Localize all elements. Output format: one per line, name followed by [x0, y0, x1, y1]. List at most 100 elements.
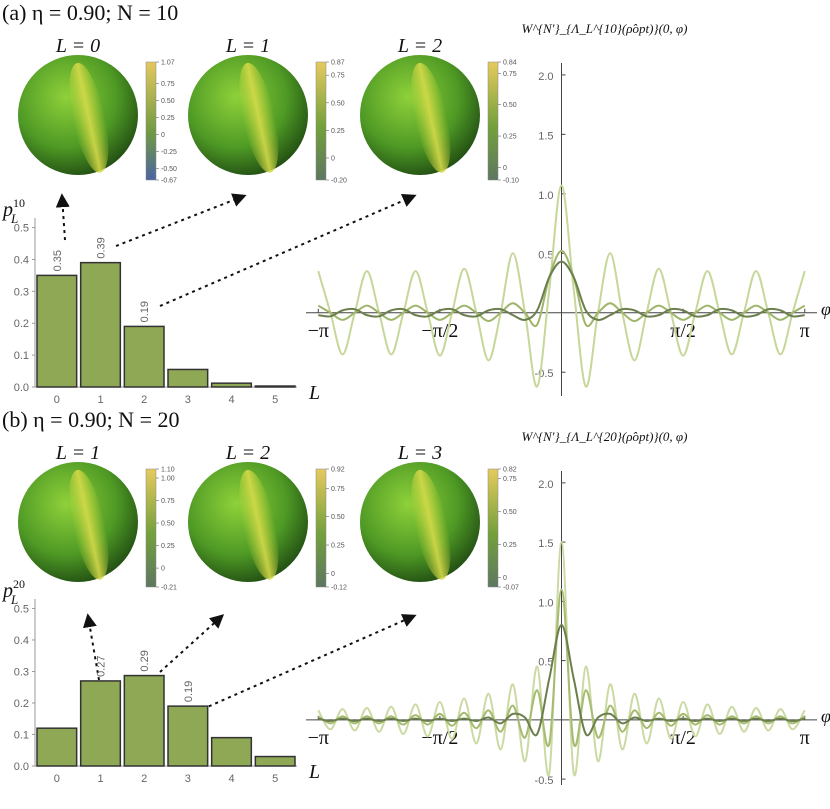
y-axis-label: p20 L [1, 577, 25, 607]
y-tick-label: 2.0 [538, 71, 553, 83]
colorbar-tick-label: -0.67 [161, 178, 177, 185]
colorbar-tick-label: 0.87 [331, 60, 345, 67]
value-label: 0.29 [139, 650, 151, 671]
y-label-sup: 20 [13, 577, 25, 591]
y-tick-label: 0.4 [14, 254, 29, 266]
bar [79, 680, 122, 767]
x-tick-label: π [800, 320, 810, 342]
y-tick-label: 0.5 [538, 249, 553, 261]
y-tick-label: 0.0 [14, 761, 29, 773]
bar [123, 674, 165, 767]
x-tick-label: 3 [185, 773, 191, 785]
colorbar-tick-label: -0.50 [161, 166, 177, 173]
bar [210, 382, 253, 388]
x-tick-label: 3 [185, 394, 191, 406]
arrow [55, 193, 70, 241]
y-tick-label: 1.5 [538, 130, 553, 142]
colorbar-tick-label: 0.50 [331, 514, 345, 521]
y-label-sup: 10 [13, 196, 25, 210]
colorbar-tick-label: 0.50 [161, 521, 175, 528]
sphere-band [411, 469, 451, 580]
bar [167, 368, 209, 388]
colorbar-tick-label: 0.82 [503, 467, 517, 474]
colorbar-tick-label: 0.25 [161, 543, 175, 550]
sphere-title: L = 2 [397, 35, 442, 57]
arrow [195, 614, 417, 713]
x-axis-label: φ [821, 706, 830, 726]
colorbar [145, 61, 157, 181]
sphere-title: L = 2 [225, 442, 270, 464]
colorbar-tick-label: 0.75 [331, 73, 345, 80]
sphere-band [69, 62, 109, 173]
colorbar [487, 468, 499, 588]
sphere-band [239, 469, 279, 580]
colorbar-tick-label: 1.10 [161, 467, 175, 474]
y-tick-label: 1.0 [538, 597, 553, 609]
colorbar-tick-label: 0.75 [161, 498, 175, 505]
panel-label: (b) η = 0.90; N = 20 [2, 407, 179, 432]
colorbar-tick-label: -0.20 [331, 178, 347, 185]
colorbar-tick-label: 0.75 [331, 486, 345, 493]
y-tick-label: 0.3 [14, 286, 29, 298]
y-tick-label: 0.2 [14, 318, 29, 330]
x-tick-label: π [800, 727, 810, 749]
y-tick-label: 0.0 [14, 382, 29, 394]
arrow [159, 194, 417, 307]
sphere-band [411, 62, 451, 173]
colorbar-tick-label: 0.92 [331, 467, 345, 474]
x-tick-label: π/2 [670, 727, 696, 749]
bar [36, 274, 78, 388]
colorbar-tick-label: 0 [503, 575, 507, 582]
bar [167, 705, 209, 767]
curve [318, 260, 805, 321]
x-tick-label: 5 [272, 394, 278, 406]
sphere-band [239, 62, 279, 173]
y-tick-label: 0.5 [14, 603, 29, 615]
colorbar-tick-label: 0.75 [503, 71, 517, 78]
x-tick-label: 2 [141, 773, 147, 785]
y-tick-label: -0.5 [535, 775, 554, 787]
sphere-title: L = 1 [225, 35, 270, 57]
colorbar [145, 468, 157, 588]
colorbar-tick-label: 0 [331, 155, 335, 162]
sphere-band [69, 469, 109, 580]
x-tick-label: 5 [272, 773, 278, 785]
colorbar [315, 61, 327, 181]
colorbar-tick-label: 0.25 [503, 134, 517, 141]
colorbar-tick-label: 0.75 [503, 476, 517, 483]
colorbar-tick-label: 0.75 [161, 81, 175, 88]
bar [254, 755, 296, 767]
x-tick-label: −π/2 [421, 320, 458, 342]
colorbar-tick-label: -0.07 [503, 585, 519, 592]
colorbar-tick-label: -0.12 [331, 585, 347, 592]
colorbar-tick-label: 0.50 [503, 102, 517, 109]
arrow [115, 193, 247, 247]
bar [254, 385, 296, 388]
colorbar-tick-label: 0.25 [503, 542, 517, 549]
colorbar-tick-label: 0 [161, 566, 165, 573]
value-label: 0.27 [96, 656, 108, 677]
colorbar-tick-label: -0.10 [503, 178, 519, 185]
colorbar-tick-label: 0.50 [161, 98, 175, 105]
x-tick-label: 0 [54, 773, 60, 785]
colorbar-tick-label: 1.00 [161, 476, 175, 483]
y-label-sub: L [10, 592, 18, 607]
y-tick-label: 1.0 [538, 190, 553, 202]
sphere-title: L = 3 [397, 442, 442, 464]
arrows [55, 193, 417, 713]
y-tick-label: 1.5 [538, 538, 553, 550]
y-tick-label: 0.1 [14, 729, 29, 741]
x-tick-label: 2 [141, 394, 147, 406]
colorbar-tick-label: 0.25 [331, 543, 345, 550]
x-tick-label: −π [308, 320, 329, 342]
colorbar-tick-label: 0.84 [503, 60, 517, 67]
y-label-main: p [1, 199, 13, 221]
colorbar-tick-label: 0 [331, 571, 335, 578]
y-tick-label: 0.5 [538, 657, 553, 669]
y-tick-label: 0.4 [14, 635, 29, 647]
colorbar-tick-label: 0.25 [331, 128, 345, 135]
colorbar-tick-label: 1.07 [161, 60, 175, 67]
colorbar-tick-label: 0.25 [161, 115, 175, 122]
curve [318, 624, 805, 737]
